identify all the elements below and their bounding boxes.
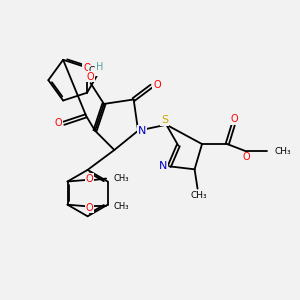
Text: CH₃: CH₃ xyxy=(88,66,105,75)
Text: O: O xyxy=(87,72,94,82)
Text: O: O xyxy=(86,173,94,184)
Text: O: O xyxy=(231,114,238,124)
Text: N: N xyxy=(159,161,168,171)
Text: S: S xyxy=(161,115,168,125)
Text: CH₃: CH₃ xyxy=(114,202,129,211)
Text: CH₃: CH₃ xyxy=(114,174,129,183)
Text: O: O xyxy=(86,203,94,213)
Text: CH₃: CH₃ xyxy=(275,147,292,156)
Text: N: N xyxy=(137,126,146,136)
Text: CH₃: CH₃ xyxy=(191,191,207,200)
Text: O: O xyxy=(55,118,62,128)
Text: O: O xyxy=(83,63,91,73)
Text: O: O xyxy=(243,152,250,162)
Text: H: H xyxy=(96,62,103,72)
Text: O: O xyxy=(153,80,160,90)
